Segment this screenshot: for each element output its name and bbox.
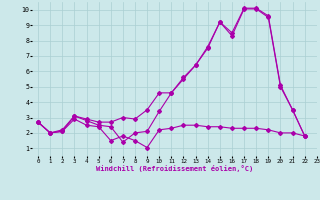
X-axis label: Windchill (Refroidissement éolien,°C): Windchill (Refroidissement éolien,°C) bbox=[96, 165, 253, 172]
